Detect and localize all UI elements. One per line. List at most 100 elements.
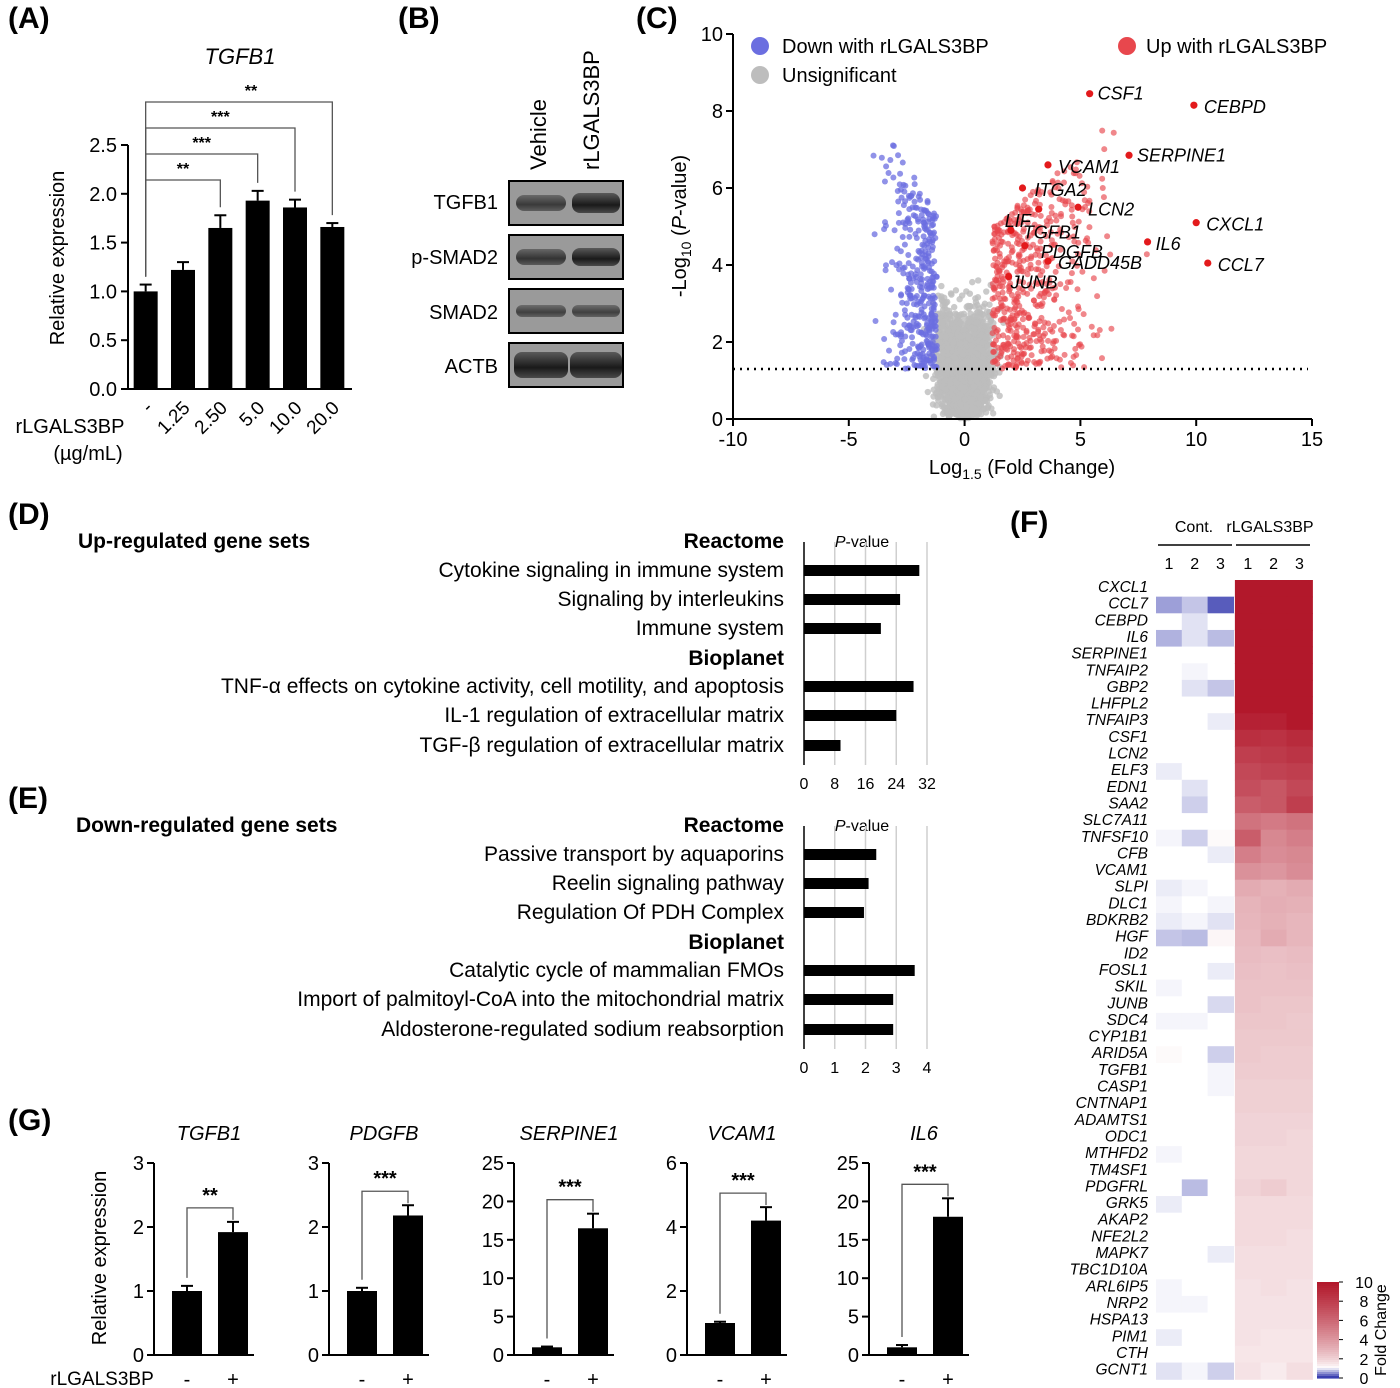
heatmap-row-label: SAA2 [1108, 795, 1148, 812]
point-unsig [976, 365, 984, 372]
heatmap-row-label: CXCL1 [1098, 579, 1148, 596]
subplot-serpine1: SERPINE1 0 5 10 15 20 25 - + *** [482, 1123, 619, 1388]
heatmap-cell [1207, 796, 1234, 814]
point-down [881, 335, 888, 342]
point-down [917, 196, 924, 203]
point-unsig [968, 342, 976, 349]
legend-up: Up with rLGALS3BP [1146, 36, 1327, 58]
heatmap-row-label: MAPK7 [1095, 1245, 1149, 1262]
point-down [932, 234, 939, 241]
heatmap-cell [1207, 1162, 1234, 1180]
point-unsig [922, 372, 930, 380]
point-up [1048, 210, 1055, 217]
y-tick-label: 10 [482, 1268, 504, 1290]
panel-d-heading: Up-regulated gene sets [78, 530, 310, 553]
point-up [994, 241, 1001, 248]
point-unsig [976, 344, 983, 351]
heatmap-cell [1181, 962, 1209, 981]
y-tick-label: 10 [837, 1268, 859, 1290]
point-up [1099, 185, 1106, 192]
point-up [996, 227, 1003, 234]
point-up [1033, 338, 1040, 345]
point-up [1017, 264, 1024, 271]
colorbar-tick-label: 2 [1360, 1352, 1369, 1369]
blot-row-smad2 [508, 288, 624, 334]
heatmap-cell [1156, 796, 1183, 814]
point-up [1075, 306, 1082, 313]
point-up [1038, 338, 1045, 345]
bar [804, 878, 869, 889]
heatmap-cell [1260, 1295, 1288, 1314]
heatmap-cell [1286, 1146, 1313, 1164]
point-unsig [950, 303, 958, 311]
significance-bracket [145, 153, 259, 277]
heatmap-cell [1207, 1329, 1234, 1347]
significance-label: ** [245, 83, 258, 100]
y-tick-label: 5 [848, 1307, 859, 1329]
heatmap-cell [1260, 863, 1288, 881]
heatmap-cell [1207, 580, 1234, 598]
heatmap-cell [1156, 1262, 1183, 1280]
gene-label: CEBPD [1204, 97, 1266, 117]
heatmap-cell [1260, 713, 1288, 731]
point-up [999, 264, 1006, 271]
point-up [1110, 129, 1117, 136]
point-unsig [944, 408, 951, 415]
point-down [925, 218, 932, 225]
heatmap-row-label: EDN1 [1107, 779, 1148, 796]
heatmap-column-label: 1 [1243, 556, 1252, 573]
point-unsig [942, 334, 950, 341]
colorbar-segment [1317, 1374, 1339, 1377]
point-unsig [946, 380, 954, 387]
point-up [1018, 344, 1025, 351]
y-tick-label: 3 [133, 1153, 144, 1175]
heatmap-cell [1260, 896, 1288, 914]
heatmap-cell [1234, 1029, 1262, 1047]
heatmap-cell [1181, 613, 1209, 631]
heatmap-cell [1286, 1012, 1313, 1031]
heatmap-cell [1286, 613, 1313, 631]
point-down [904, 216, 911, 223]
heatmap-cell [1286, 679, 1313, 698]
heatmap-cell [1156, 1012, 1183, 1031]
heatmap-cell [1156, 1179, 1183, 1197]
point-up [1016, 252, 1023, 259]
x-tick-label: 10 [1185, 429, 1207, 451]
protein-label-actb: ACTB [444, 356, 498, 378]
panel-a-xlabel-unit: (µg/mL) [53, 443, 122, 465]
colorbar-tick-label: 8 [1360, 1294, 1369, 1311]
heatmap-cell [1286, 713, 1313, 731]
point-unsig [944, 344, 952, 352]
point-up [1032, 211, 1039, 218]
bar [887, 1347, 917, 1355]
heatmap-cell [1156, 1196, 1183, 1214]
point-down [895, 152, 902, 159]
point-down [927, 323, 934, 330]
point-unsig [982, 397, 989, 405]
heatmap-cell [1234, 763, 1262, 781]
heatmap-cell [1260, 829, 1288, 847]
point-up [1014, 351, 1021, 358]
point-up [992, 255, 999, 262]
y-tick-label: 4 [666, 1217, 677, 1239]
x-tick-label: - [359, 1369, 366, 1388]
point-up [1014, 355, 1021, 362]
heatmap-cell [1234, 1196, 1262, 1214]
point-up [1086, 224, 1093, 231]
heatmap-cell [1207, 813, 1234, 831]
heatmap-cell [1181, 1096, 1209, 1114]
point-up [1084, 183, 1091, 190]
heatmap-cell [1234, 1329, 1262, 1347]
heatmap-cell [1181, 946, 1209, 964]
point-up [1037, 228, 1044, 235]
heatmap-cell [1260, 962, 1288, 981]
colorbar-segment [1317, 1368, 1339, 1371]
heatmap-cell [1234, 646, 1262, 664]
point-up [990, 285, 997, 292]
heatmap-cell [1286, 580, 1313, 598]
heatmap-cell [1181, 896, 1209, 914]
panel-e-db-bioplanet: Bioplanet [688, 931, 784, 954]
heatmap-cell [1156, 729, 1183, 748]
heatmap-cell [1286, 979, 1313, 997]
point-up [1067, 315, 1074, 322]
